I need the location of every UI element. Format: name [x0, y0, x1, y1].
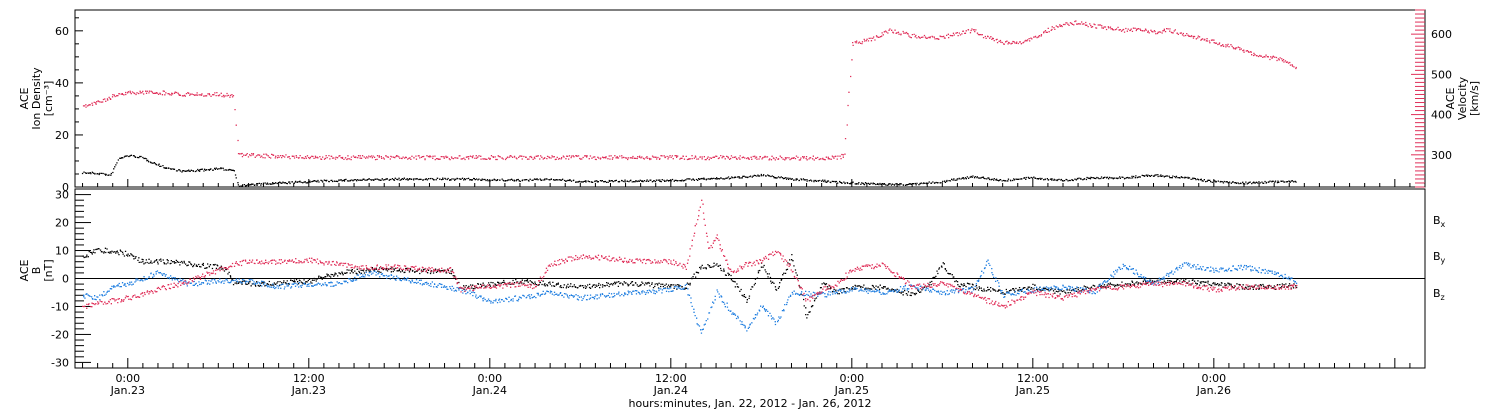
x-tick-label-date: Jan.26 [1196, 384, 1231, 397]
legend-bx: Bx [1433, 214, 1446, 229]
velocity-axis-title-line: Velocity [1456, 76, 1469, 120]
top-series-ion-density [81, 154, 1297, 188]
top-series-velocity [82, 20, 1297, 161]
b-tick-label: -10 [51, 300, 69, 313]
x-tick-label-date: Jan.23 [291, 384, 326, 397]
legend-by: By [1433, 250, 1446, 265]
legend-label-sub: x [1441, 220, 1446, 229]
legend-label-sub: y [1441, 256, 1446, 265]
legend-label-main: B [1433, 287, 1441, 300]
x-tick-label-time: 0:00 [115, 372, 140, 385]
b-axis-title-line: B [30, 267, 43, 275]
x-tick-label-date: Jan.25 [834, 384, 869, 397]
legend-label-main: B [1433, 250, 1441, 263]
b-axis-title-line: ACE [18, 259, 31, 281]
x-tick-label-date: Jan.24 [653, 384, 688, 397]
velocity-tick-label: 300 [1431, 149, 1452, 162]
b-tick-label: -30 [51, 356, 69, 369]
x-tick-label-time: 0:00 [839, 372, 864, 385]
velocity-tick-label: 500 [1431, 68, 1452, 81]
density-axis-title-line: Ion Density [30, 67, 43, 130]
x-tick-label-time: 12:00 [293, 372, 325, 385]
b-axis-title-line: [nT] [42, 259, 55, 281]
x-tick-label-time: 0:00 [1201, 372, 1226, 385]
velocity-tick-label: 600 [1431, 28, 1452, 41]
x-tick-label-time: 12:00 [655, 372, 687, 385]
b-tick-label: 30 [55, 189, 69, 202]
x-tick-label-time: 0:00 [477, 372, 502, 385]
b-tick-label: -20 [51, 328, 69, 341]
velocity-tick-label: 400 [1431, 109, 1452, 122]
density-tick-label: 40 [55, 77, 69, 90]
top-panel-frame [74, 9, 1426, 188]
velocity-axis-title-line: ACE [1444, 87, 1457, 109]
x-axis: 0:00Jan.2312:00Jan.230:00Jan.2412:00Jan.… [82, 179, 1426, 397]
b-axis-title: ACEB[nT] [18, 259, 55, 281]
x-tick-label-date: Jan.24 [472, 384, 507, 397]
x-axis-title: hours:minutes, Jan. 22, 2012 - Jan. 26, … [629, 397, 872, 410]
density-axis-title: ACEIon Density[cm⁻³] [18, 67, 55, 130]
density-tick-label: 20 [55, 129, 69, 142]
density-tick-label: 60 [55, 25, 69, 38]
series-by [83, 259, 1298, 334]
legend-label-sub: z [1441, 293, 1445, 302]
x-tick-label-date: Jan.25 [1015, 384, 1050, 397]
density-axis-title-line: ACE [18, 87, 31, 109]
x-tick-label-time: 12:00 [1017, 372, 1049, 385]
velocity-axis-title-line: [km/s] [1468, 81, 1481, 116]
legend-bz: Bz [1433, 287, 1445, 302]
b-tick-label: 20 [55, 217, 69, 230]
density-tick-label: 0 [62, 181, 69, 194]
b-tick-label: 10 [55, 245, 69, 258]
series-bz [82, 199, 1298, 309]
legend-label-main: B [1433, 214, 1441, 227]
density-axis-title-line: [cm⁻³] [42, 81, 55, 117]
b-tick-label: 0 [62, 273, 69, 286]
velocity-axis-title: ACEVelocity[km/s] [1444, 76, 1481, 120]
x-tick-label-date: Jan.23 [110, 384, 145, 397]
